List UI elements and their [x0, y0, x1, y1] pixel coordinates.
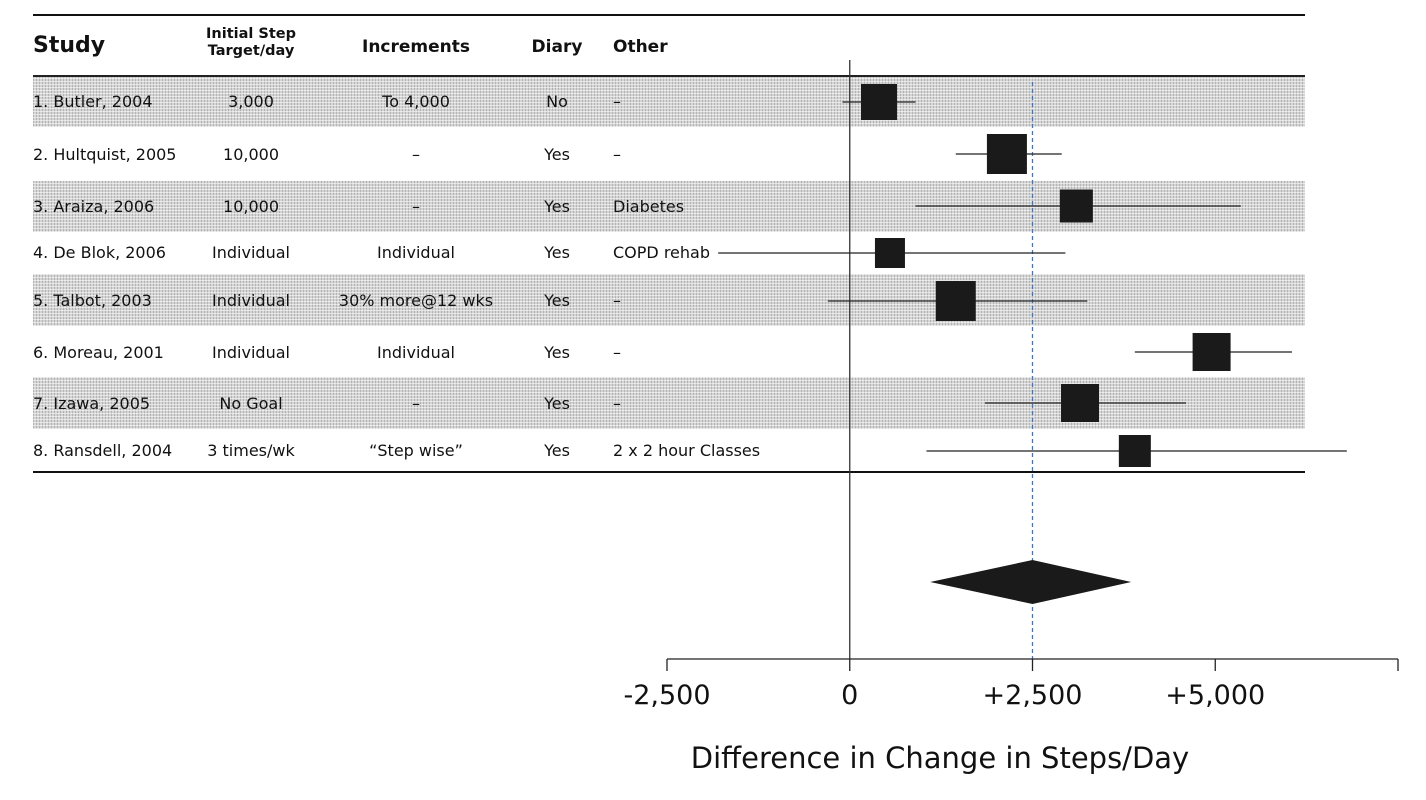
study-name: 4. De Blok, 2006 — [33, 243, 166, 262]
increments-value: Individual — [377, 243, 455, 262]
diary-value: Yes — [544, 291, 570, 310]
table-top-rule — [33, 14, 1305, 16]
x-tick-label: 0 — [841, 680, 858, 711]
estimate-square — [874, 238, 905, 268]
study-name: 1. Butler, 2004 — [33, 92, 153, 111]
step-target-value: No Goal — [219, 394, 283, 413]
step-target-value: 10,000 — [223, 145, 279, 164]
table-row: 5. Talbot, 2003 Individual 30% more@12 w… — [33, 274, 1305, 326]
table-row: 2. Hultquist, 2005 10,000 – Yes – — [33, 127, 1305, 181]
study-name: 7. Izawa, 2005 — [33, 394, 151, 413]
diary-value: Yes — [544, 441, 570, 460]
increments-value: – — [412, 145, 420, 164]
header-study: Study — [33, 33, 106, 58]
table-row: 1. Butler, 2004 3,000 To 4,000 No – — [33, 77, 1305, 127]
table-row: 4. De Blok, 2006 Individual Individual Y… — [33, 232, 1305, 274]
diary-value: Yes — [544, 343, 570, 362]
table-bottom-rule — [33, 471, 1305, 473]
table-row: 6. Moreau, 2001 Individual Individual Ye… — [33, 326, 1305, 377]
increments-value: 30% more@12 wks — [338, 291, 494, 310]
estimate-square — [1118, 435, 1151, 467]
increments-value: “Step wise” — [369, 441, 463, 460]
step-target-value: 3,000 — [228, 92, 274, 111]
estimate-square — [860, 84, 897, 120]
study-name: 5. Talbot, 2003 — [33, 291, 152, 310]
increments-value: Individual — [377, 343, 455, 362]
other: COPD rehab — [613, 243, 710, 262]
step-target-value: 10,000 — [223, 197, 279, 216]
estimate-square — [1192, 333, 1231, 371]
header-increments-label: Increments — [361, 37, 471, 57]
x-axis-label: Difference in Change in Steps/Day — [691, 741, 1189, 775]
diary-value: Yes — [544, 145, 570, 164]
step-target-value: Individual — [212, 291, 290, 310]
table-header-rule — [33, 75, 1305, 77]
step-target-value: Individual — [212, 243, 290, 262]
header-target-line1: Initial Step — [206, 26, 296, 42]
estimate-square — [1059, 189, 1093, 223]
x-tick-label: +5,000 — [1165, 680, 1265, 711]
other: – — [613, 343, 621, 362]
header-target-line2: Target/day — [207, 43, 295, 59]
study-name: 8. Ransdell, 2004 — [33, 441, 173, 460]
study-name: 6. Moreau, 2001 — [33, 343, 164, 362]
other: – — [613, 291, 621, 310]
estimate-square — [935, 281, 976, 321]
summary-diamond — [930, 560, 1132, 604]
diary-value: Yes — [544, 394, 570, 413]
increments-value: – — [412, 197, 420, 216]
header-diary-label: Diary — [531, 37, 583, 57]
x-tick-label: -2,500 — [623, 680, 710, 711]
study-name: 3. Araiza, 2006 — [33, 197, 155, 216]
diary-value: Yes — [544, 243, 570, 262]
increments-value: – — [412, 394, 420, 413]
increments-value: To 4,000 — [382, 92, 450, 111]
header-other: Other — [613, 37, 668, 57]
other: Diabetes — [613, 197, 685, 216]
diary-value: No — [546, 92, 568, 111]
diary-value: Yes — [544, 197, 570, 216]
step-target-value: 3 times/wk — [207, 441, 295, 460]
x-tick-label: +2,500 — [983, 680, 1083, 711]
table-row: 8. Ransdell, 2004 3 times/wk “Step wise”… — [33, 429, 1305, 471]
estimate-square — [986, 134, 1027, 174]
step-target-value: Individual — [212, 343, 290, 362]
other: – — [613, 145, 621, 164]
other: – — [613, 394, 621, 413]
other: – — [613, 92, 621, 111]
estimate-square — [1061, 384, 1100, 422]
other: 2 x 2 hour Classes — [613, 441, 761, 460]
study-name: 2. Hultquist, 2005 — [33, 145, 177, 164]
